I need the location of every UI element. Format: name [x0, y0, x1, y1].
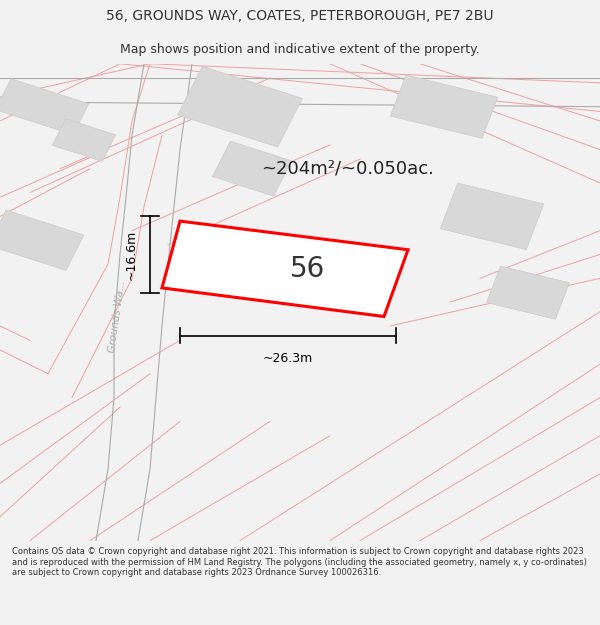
Polygon shape — [52, 119, 116, 161]
Text: ~204m²/~0.050ac.: ~204m²/~0.050ac. — [262, 159, 434, 177]
Text: 56: 56 — [290, 255, 325, 282]
Text: Map shows position and indicative extent of the property.: Map shows position and indicative extent… — [120, 43, 480, 56]
Polygon shape — [0, 210, 84, 271]
Text: ~16.6m: ~16.6m — [125, 229, 138, 279]
Polygon shape — [0, 79, 89, 134]
Polygon shape — [212, 141, 292, 196]
Polygon shape — [440, 183, 544, 249]
Polygon shape — [390, 75, 498, 138]
Text: Contains OS data © Crown copyright and database right 2021. This information is : Contains OS data © Crown copyright and d… — [12, 548, 587, 577]
Text: Grounds Wa...: Grounds Wa... — [107, 280, 127, 353]
Text: 56, GROUNDS WAY, COATES, PETERBOROUGH, PE7 2BU: 56, GROUNDS WAY, COATES, PETERBOROUGH, P… — [106, 9, 494, 23]
Polygon shape — [162, 221, 408, 316]
Polygon shape — [487, 266, 569, 319]
Text: ~26.3m: ~26.3m — [263, 352, 313, 365]
Polygon shape — [178, 66, 302, 147]
